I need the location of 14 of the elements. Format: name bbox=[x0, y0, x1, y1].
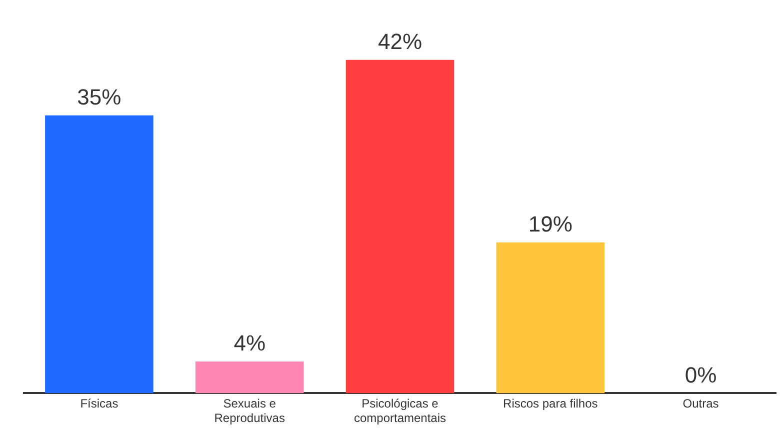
data-label: 4% bbox=[234, 330, 266, 356]
bar bbox=[346, 60, 454, 394]
data-label: 0% bbox=[684, 362, 717, 388]
data-label: 42% bbox=[378, 28, 422, 54]
x-tick-label: Riscos para filhos bbox=[503, 396, 598, 411]
x-tick-label: Outras bbox=[682, 396, 719, 411]
bar bbox=[496, 242, 605, 394]
x-tick-label: Físicas bbox=[80, 396, 118, 411]
bar bbox=[45, 115, 154, 394]
data-label: 35% bbox=[77, 84, 122, 110]
bar bbox=[195, 361, 304, 394]
data-label: 19% bbox=[528, 211, 572, 236]
x-tick-label: Sexuais e Reprodutivas bbox=[214, 396, 285, 426]
x-tick-label: Psicológicas e comportamentais bbox=[354, 396, 446, 426]
